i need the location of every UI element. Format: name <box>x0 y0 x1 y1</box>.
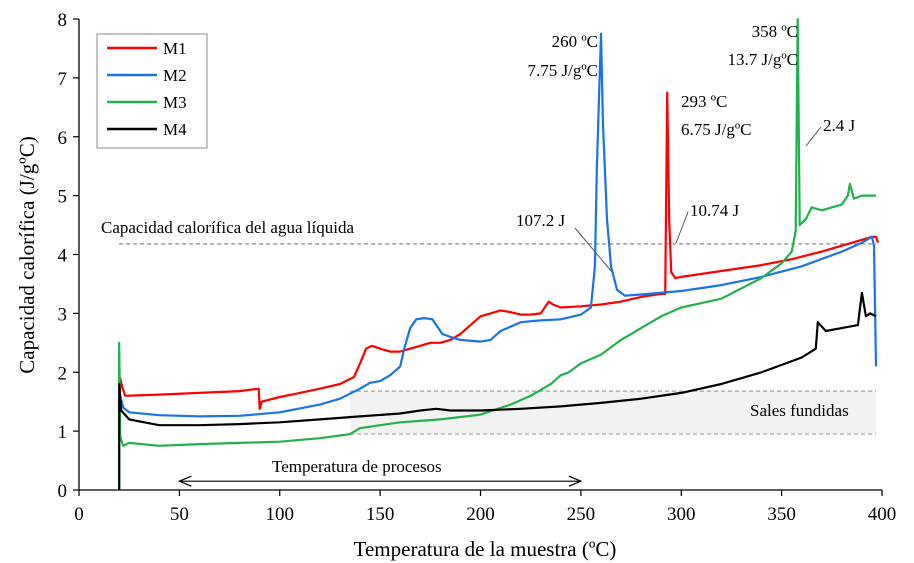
x-tick-label: 50 <box>170 504 189 525</box>
x-axis-title: Temperatura de la muestra (ºC) <box>354 537 617 561</box>
range-arrow-right-head <box>568 475 583 487</box>
x-tick-label: 150 <box>366 504 395 525</box>
annotation-m3-energy: 2.4 J <box>823 116 856 135</box>
x-tick-label: 400 <box>868 504 897 525</box>
x-tick-label: 350 <box>767 504 796 525</box>
legend-label-m3: M3 <box>163 93 187 112</box>
x-tick-label: 300 <box>667 504 696 525</box>
shaded-band-label: Sales fundidas <box>750 401 849 420</box>
y-tick-label: 1 <box>58 422 68 443</box>
series-layer <box>118 17 880 490</box>
annotation-m2-peak-value: 7.75 J/gºC <box>528 61 598 80</box>
axes: 0 50 100 150 200 250 300 350 400 0 1 2 3 4 5 6 7 8 <box>58 10 897 525</box>
annotation-m2-energy: 107.2 J <box>516 211 566 230</box>
y-tick-label: 2 <box>58 363 68 384</box>
legend-label-m4: M4 <box>163 120 187 139</box>
legend-label-m2: M2 <box>163 66 187 85</box>
annotation-m2-peak-temp: 260 ºC <box>552 32 598 51</box>
shaded-band <box>350 391 876 435</box>
series-line-m3 <box>118 17 876 490</box>
annotation-m1-energy: 10.74 J <box>690 201 740 220</box>
shaded-band-layer <box>350 390 876 435</box>
y-tick-label: 7 <box>58 69 68 90</box>
legend-box <box>96 33 208 149</box>
range-arrow-label: Temperatura de procesos <box>272 457 442 476</box>
annotation-m1-peak-temp: 293 ºC <box>681 92 727 111</box>
y-tick-label: 3 <box>58 304 68 325</box>
leader-m2-energy <box>574 227 613 273</box>
annotation-leaders <box>177 126 822 487</box>
x-tick-label: 100 <box>266 504 295 525</box>
annotation-m3-peak-temp: 358 ºC <box>752 22 798 41</box>
reference-line-label: Capacidad calorífica del agua líquida <box>101 218 354 237</box>
leader-m1-energy <box>675 211 689 244</box>
series-line-m4 <box>118 291 877 490</box>
y-tick-label: 4 <box>58 246 68 267</box>
y-tick-label: 5 <box>58 187 68 208</box>
legend: M1 M2 M3 M4 <box>96 33 208 149</box>
annotation-m3-peak-value: 13.7 J/gºC <box>728 50 798 69</box>
y-tick-label: 6 <box>58 128 68 149</box>
leader-m3-energy <box>805 126 822 147</box>
series-line-m2 <box>118 32 878 423</box>
range-arrow-left-head <box>177 475 192 487</box>
x-tick-label: 0 <box>74 504 84 525</box>
annotation-m1-peak-value: 6.75 J/gºC <box>681 120 751 139</box>
series-line-m1 <box>118 91 880 435</box>
x-tick-label: 250 <box>567 504 596 525</box>
y-axis-title: Capacidad calorífica (J/gºC) <box>15 136 39 373</box>
y-tick-label: 8 <box>58 10 68 31</box>
x-tick-label: 200 <box>466 504 495 525</box>
legend-label-m1: M1 <box>163 39 187 58</box>
y-tick-label: 0 <box>58 481 68 502</box>
